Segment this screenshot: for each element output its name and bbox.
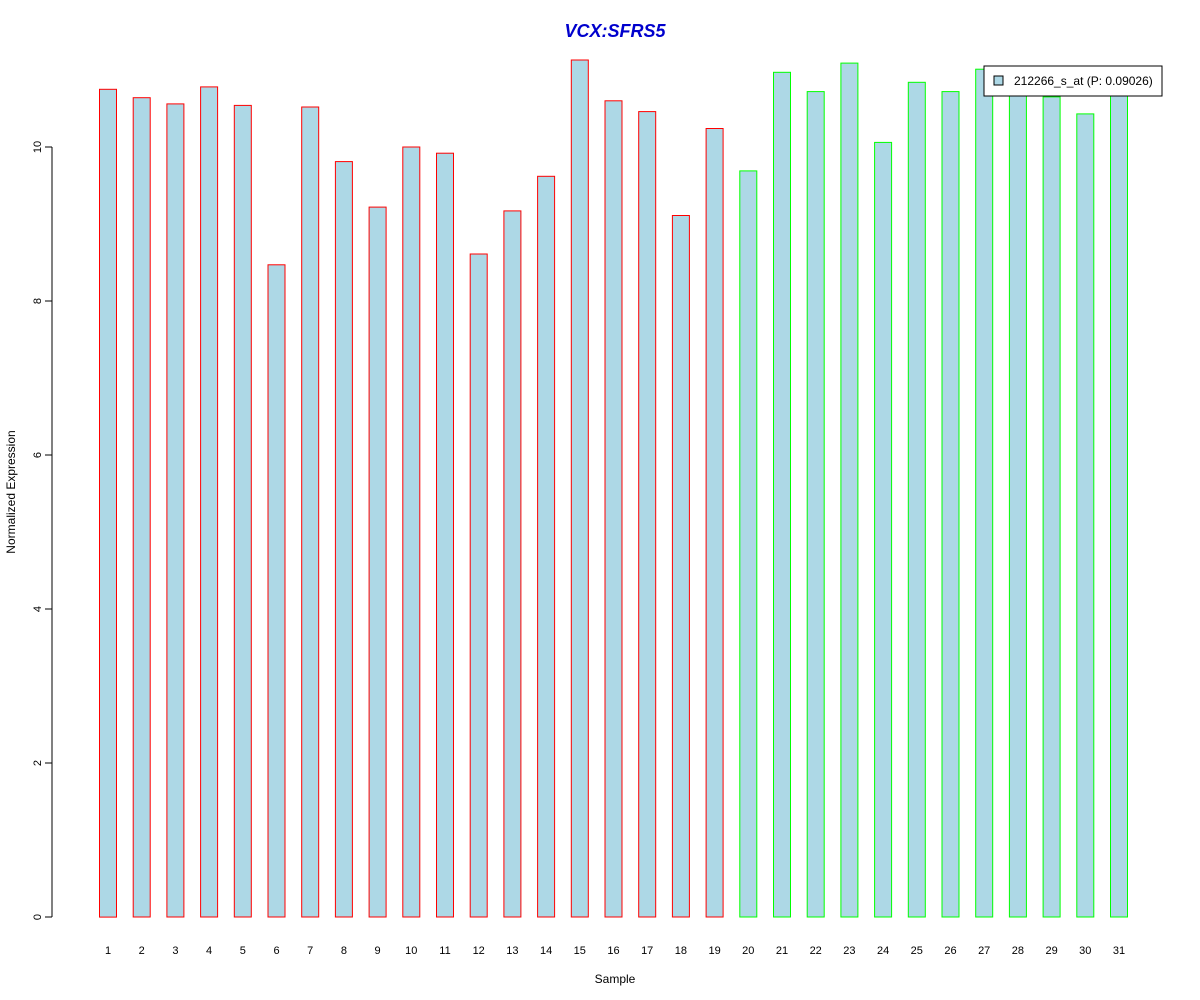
x-axis-tick-label: 12 xyxy=(473,945,485,957)
x-axis-tick-label: 5 xyxy=(240,945,246,957)
x-axis-tick-label: 21 xyxy=(776,945,788,957)
x-axis-tick-label: 4 xyxy=(206,945,212,957)
x-axis-tick-label: 27 xyxy=(978,945,990,957)
bar-sample-20 xyxy=(739,170,758,918)
x-axis-tick-labels: 1 2 3 4 5 6 7 8 9 10 11 12 13 14 15 16 17 18 19 20 21 22 23 24 2… xyxy=(105,945,1125,957)
x-axis-tick-label: 1 xyxy=(105,945,111,957)
y-axis-tick-label: 10 xyxy=(32,141,44,153)
x-axis-tick-label: 25 xyxy=(911,945,923,957)
bar-sample-14 xyxy=(537,175,556,918)
bar-sample-30 xyxy=(1076,113,1095,918)
bar-sample-6 xyxy=(267,264,286,918)
y-axis-tick-label: 4 xyxy=(32,606,44,612)
bar-sample-27 xyxy=(975,68,994,918)
bar-sample-8 xyxy=(334,161,353,918)
x-axis-tick-label: 19 xyxy=(708,945,720,957)
bar-sample-13 xyxy=(503,210,522,918)
x-axis-tick-label: 24 xyxy=(877,945,889,957)
x-axis-tick-label: 29 xyxy=(1045,945,1057,957)
x-axis-tick-label: 3 xyxy=(172,945,178,957)
bar-sample-31 xyxy=(1110,89,1128,918)
bar-sample-10 xyxy=(402,146,421,918)
bar-sample-18 xyxy=(671,215,690,918)
x-axis-tick-label: 13 xyxy=(506,945,518,957)
bar-sample-9 xyxy=(368,206,387,918)
x-axis-tick-label: 26 xyxy=(944,945,956,957)
legend-swatch xyxy=(993,75,1004,86)
x-axis-tick-label: 28 xyxy=(1012,945,1024,957)
x-axis-tick-label: 8 xyxy=(341,945,347,957)
x-axis-tick-label: 17 xyxy=(641,945,653,957)
x-axis-tick-label: 14 xyxy=(540,945,552,957)
bar-sample-29 xyxy=(1042,96,1061,918)
bar-sample-17 xyxy=(638,111,657,918)
bar-sample-24 xyxy=(874,141,893,918)
x-axis-tick-label: 9 xyxy=(375,945,381,957)
bar-sample-26 xyxy=(941,91,960,918)
x-axis-tick-label: 30 xyxy=(1079,945,1091,957)
y-axis-tick-label: 6 xyxy=(32,452,44,458)
x-axis-tick-label: 20 xyxy=(742,945,754,957)
x-axis-tick-label: 10 xyxy=(405,945,417,957)
legend-box xyxy=(983,65,1163,97)
chart-title: VCX:SFRS5 xyxy=(564,21,666,41)
x-axis-tick-label: 7 xyxy=(307,945,313,957)
bar-sample-2 xyxy=(132,97,151,918)
x-axis-tick-label: 2 xyxy=(139,945,145,957)
bar-sample-4 xyxy=(200,86,219,918)
bar-sample-16 xyxy=(604,100,623,918)
x-axis-tick-label: 6 xyxy=(273,945,279,957)
bar-sample-25 xyxy=(907,81,926,918)
bars-group xyxy=(99,59,1128,918)
bar-sample-1 xyxy=(99,88,117,918)
bar-sample-7 xyxy=(301,106,320,918)
x-axis-tick-label: 22 xyxy=(810,945,822,957)
bar-sample-11 xyxy=(436,152,454,918)
bar-sample-28 xyxy=(1008,82,1027,918)
y-axis: 0 2 4 6 8 10 xyxy=(32,141,53,920)
y-axis-tick-label: 8 xyxy=(32,298,44,304)
legend-label: 212266_s_at (P: 0.09026) xyxy=(1014,74,1153,88)
legend: 212266_s_at (P: 0.09026) xyxy=(983,65,1163,97)
bar-sample-22 xyxy=(806,91,825,918)
y-axis-title: Normalized Expression xyxy=(4,430,18,553)
x-axis-tick-label: 18 xyxy=(675,945,687,957)
bar-sample-3 xyxy=(166,103,185,918)
bar-sample-21 xyxy=(773,71,791,918)
x-axis-tick-label: 31 xyxy=(1113,945,1125,957)
y-axis-tick-label: 2 xyxy=(32,760,44,766)
x-axis-tick-label: 15 xyxy=(574,945,586,957)
bar-sample-19 xyxy=(705,128,724,918)
x-axis-tick-label: 16 xyxy=(607,945,619,957)
bar-sample-12 xyxy=(469,253,488,918)
bar-sample-15 xyxy=(570,59,589,918)
y-axis-tick-label: 0 xyxy=(32,914,44,920)
x-axis-title: Sample xyxy=(595,972,636,986)
bar-sample-23 xyxy=(840,62,859,918)
bar-sample-5 xyxy=(233,104,252,918)
x-axis-tick-label: 11 xyxy=(439,945,450,957)
x-axis-tick-label: 23 xyxy=(843,945,855,957)
